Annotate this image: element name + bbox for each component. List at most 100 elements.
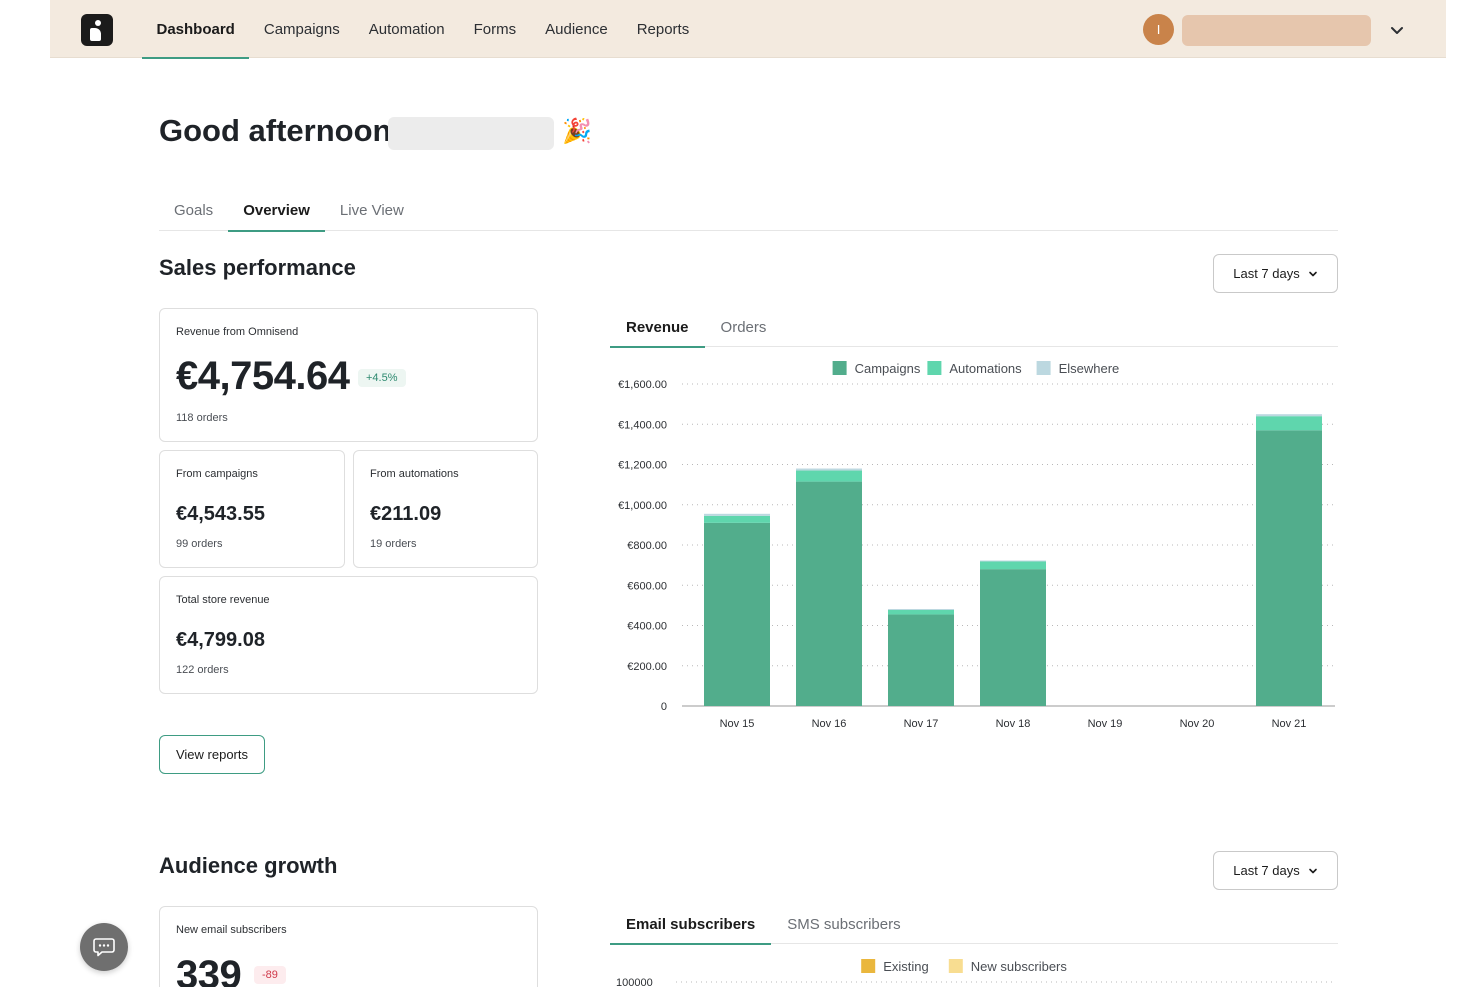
bar-elsewhere-nov-17 xyxy=(888,608,954,611)
campaigns-label: From campaigns xyxy=(176,468,258,480)
audience-growth-title: Audience growth xyxy=(159,853,338,878)
x-tick-label: Nov 19 xyxy=(1088,718,1123,730)
chart-tab-revenue[interactable]: Revenue xyxy=(610,309,705,348)
total-revenue-value: €4,799.08 xyxy=(176,629,265,651)
automations-revenue-card: From automations €211.09 19 orders xyxy=(353,450,538,568)
sales-date-range-dropdown[interactable]: Last 7 days xyxy=(1213,254,1338,293)
email-subscribers-card: New email subscribers 339 -89 xyxy=(159,906,538,987)
legend-swatch-automations xyxy=(927,361,942,375)
chart-tab-orders[interactable]: Orders xyxy=(720,319,767,336)
user-name-redacted xyxy=(388,117,554,150)
chat-support-button[interactable] xyxy=(80,923,128,971)
x-tick-label: Nov 21 xyxy=(1272,718,1307,730)
dashboard-tabs: Goals Overview Live View xyxy=(159,192,1338,232)
sales-performance-title: Sales performance xyxy=(159,255,356,280)
legend-label-elsewhere: Elsewhere xyxy=(1059,361,1120,376)
automations-value: €211.09 xyxy=(370,503,442,525)
revenue-chart: Campaigns Automations Elsewhere 0 €200.00 €40… xyxy=(618,361,1335,730)
email-subscribers-label: New email subscribers xyxy=(176,924,287,936)
logo-stem xyxy=(90,28,101,41)
audience-chart-tabs: Email subscribers SMS subscribers xyxy=(610,906,1338,945)
party-popper-icon: 🎉 xyxy=(562,118,592,145)
tab-live-view[interactable]: Live View xyxy=(339,202,404,219)
date-range-label: Last 7 days xyxy=(1233,863,1300,878)
view-reports-button[interactable]: View reports xyxy=(159,735,265,774)
top-navigation-bar: Dashboard Campaigns Automation Forms Audienc… xyxy=(50,0,1446,59)
audience-chart: Existing New subscribers 100000 xyxy=(616,959,1335,987)
email-subscribers-change-badge: -89 xyxy=(254,966,286,984)
bar-campaigns-nov-21 xyxy=(1256,430,1322,706)
y-tick-label: €1,400.00 xyxy=(618,419,667,431)
nav-item-reports[interactable]: Reports xyxy=(636,20,690,38)
bar-elsewhere-nov-18 xyxy=(980,560,1046,562)
chart-tab-email-subscribers[interactable]: Email subscribers xyxy=(610,906,772,945)
bar-elsewhere-nov-21 xyxy=(1256,414,1322,417)
chevron-down-icon xyxy=(1308,868,1317,873)
bar-elsewhere-nov-15 xyxy=(704,513,770,516)
y-tick-label: €1,600.00 xyxy=(618,379,667,391)
legend-swatch-elsewhere xyxy=(1036,361,1051,375)
nav-item-audience[interactable]: Audience xyxy=(545,20,608,38)
bar-campaigns-nov-16 xyxy=(796,481,862,706)
y-tick-label: €400.00 xyxy=(627,621,667,633)
y-tick-label: €800.00 xyxy=(627,540,667,552)
chevron-down-icon xyxy=(1308,271,1317,276)
page-title: Good afternoon, xyxy=(159,113,401,148)
bar-elsewhere-nov-16 xyxy=(796,468,862,471)
bar-automations-nov-17 xyxy=(888,610,954,615)
nav-item-automation[interactable]: Automation xyxy=(368,20,445,38)
y-tick-label: €1,000.00 xyxy=(618,500,667,512)
y-tick-label: 0 xyxy=(661,701,667,713)
y-tick-label: €600.00 xyxy=(627,580,667,592)
legend-swatch-campaigns xyxy=(832,361,847,375)
tab-goals[interactable]: Goals xyxy=(174,202,214,219)
x-tick-label: Nov 15 xyxy=(720,718,755,730)
y-tick-label: €1,200.00 xyxy=(618,460,667,472)
total-store-revenue-card: Total store revenue €4,799.08 122 orders xyxy=(159,576,538,694)
total-revenue-label: Total store revenue xyxy=(176,594,270,606)
chart-tab-sms-subscribers[interactable]: SMS subscribers xyxy=(787,916,901,933)
campaigns-revenue-card: From campaigns €4,543.55 99 orders xyxy=(159,450,345,568)
chat-bubble-icon xyxy=(93,938,115,957)
x-tick-label: Nov 18 xyxy=(996,718,1031,730)
legend-label-existing: Existing xyxy=(883,959,929,974)
logo-dot xyxy=(95,20,101,26)
y-tick-label: 100000 xyxy=(616,977,653,987)
account-name-redacted[interactable] xyxy=(1182,15,1371,46)
automations-label: From automations xyxy=(370,468,459,480)
date-range-label: Last 7 days xyxy=(1233,266,1300,281)
bar-campaigns-nov-15 xyxy=(704,522,770,706)
revenue-card: Revenue from Omnisend €4,754.64 +4.5% 11… xyxy=(159,308,538,442)
chevron-down-icon[interactable] xyxy=(1387,18,1407,42)
total-revenue-orders: 122 orders xyxy=(176,664,229,676)
campaigns-orders: 99 orders xyxy=(176,538,223,550)
x-tick-label: Nov 20 xyxy=(1180,718,1215,730)
revenue-change-badge: +4.5% xyxy=(358,369,406,387)
legend-swatch-existing xyxy=(861,959,876,973)
revenue-label: Revenue from Omnisend xyxy=(176,326,299,338)
revenue-value: €4,754.64 xyxy=(176,354,350,398)
legend-swatch-new-subscribers xyxy=(948,959,963,973)
nav-item-forms[interactable]: Forms xyxy=(473,20,517,38)
bar-automations-nov-15 xyxy=(704,515,770,523)
bar-automations-nov-21 xyxy=(1256,416,1322,431)
email-subscribers-value: 339 xyxy=(176,953,242,987)
sales-chart-tabs: Revenue Orders xyxy=(610,309,1338,348)
x-tick-label: Nov 16 xyxy=(812,718,847,730)
nav-item-campaigns[interactable]: Campaigns xyxy=(263,20,340,38)
legend-label-new-subscribers: New subscribers xyxy=(971,959,1068,974)
omnisend-logo-icon[interactable] xyxy=(81,14,113,46)
bar-automations-nov-18 xyxy=(980,561,1046,570)
campaigns-value: €4,543.55 xyxy=(176,503,265,525)
avatar[interactable]: I xyxy=(1143,14,1174,45)
audience-date-range-dropdown[interactable]: Last 7 days xyxy=(1213,851,1338,890)
nav-item-dashboard[interactable]: Dashboard xyxy=(142,0,250,59)
automations-orders: 19 orders xyxy=(370,538,417,550)
y-tick-label: €200.00 xyxy=(627,661,667,673)
bar-campaigns-nov-18 xyxy=(980,569,1046,706)
bar-campaigns-nov-17 xyxy=(888,614,954,706)
bar-automations-nov-16 xyxy=(796,470,862,482)
tab-overview[interactable]: Overview xyxy=(228,192,325,232)
x-tick-label: Nov 17 xyxy=(904,718,939,730)
legend-label-automations: Automations xyxy=(949,361,1022,376)
